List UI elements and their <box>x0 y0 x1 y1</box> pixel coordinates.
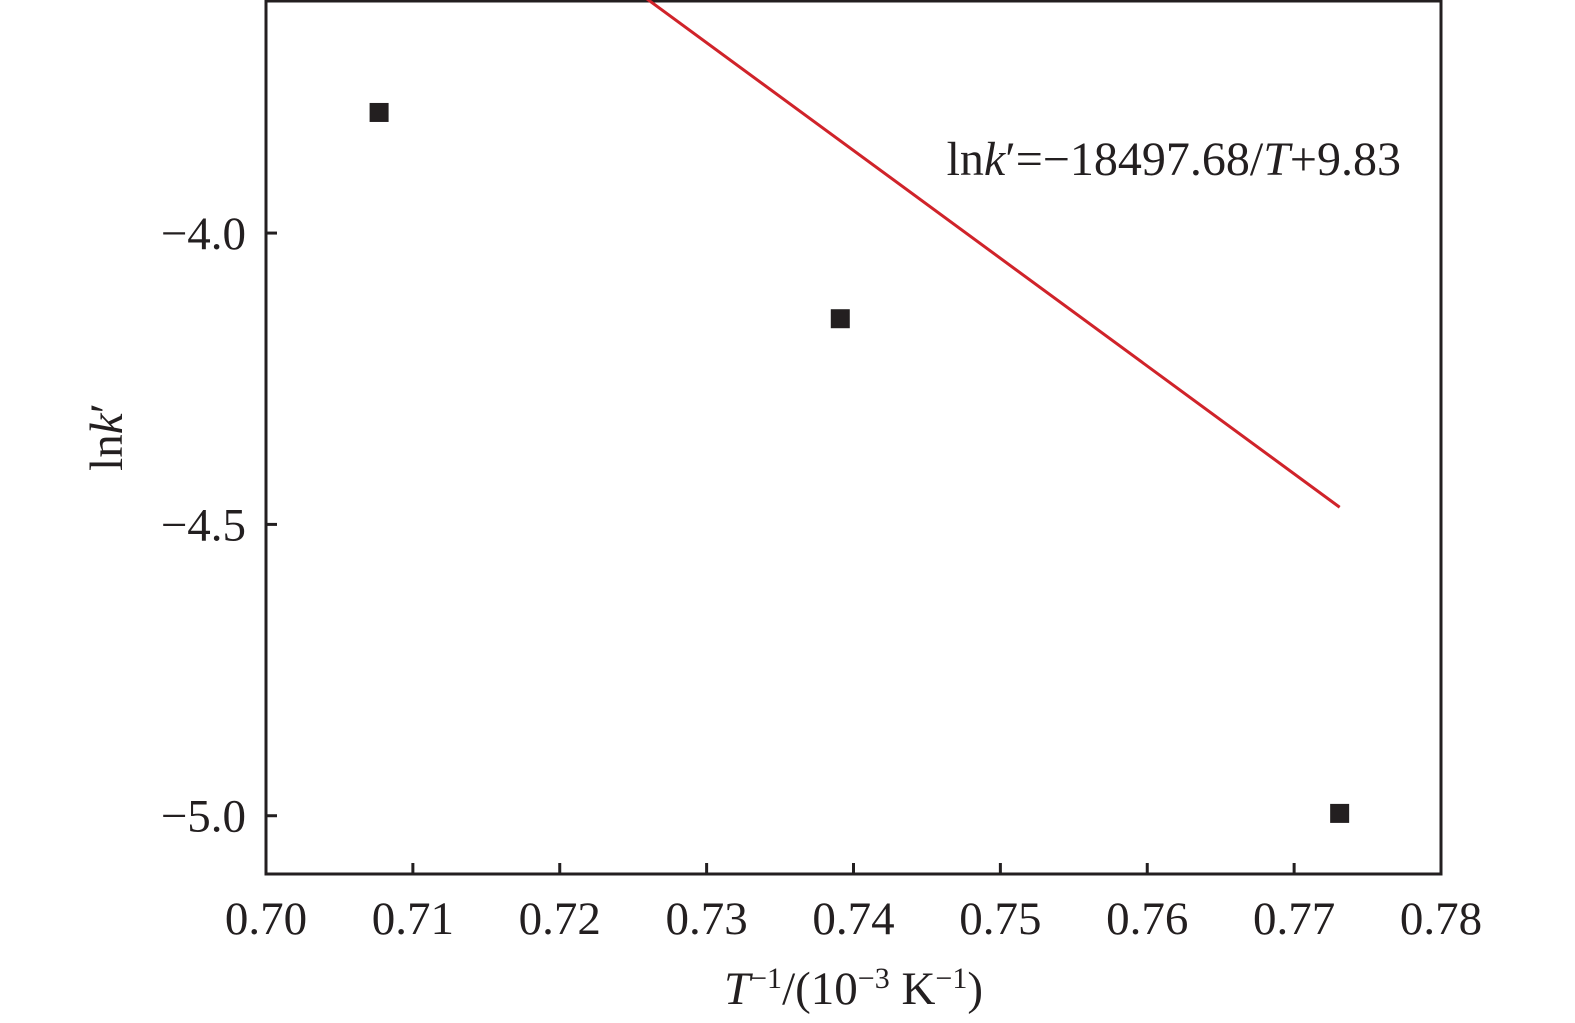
x-axis-ticks: 0.70 0.71 0.72 0.73 0.74 0.75 0.76 0.77 0.78 <box>225 863 1482 945</box>
x-tick-label: 0.76 <box>1106 893 1188 945</box>
plot-frame <box>264 0 1443 876</box>
y-tick-label: −4.5 <box>161 499 246 551</box>
data-points <box>369 102 1350 823</box>
y-tick-label: −5.0 <box>161 791 246 843</box>
annotation-equation: lnk′=−18497.68/T+9.83 <box>947 133 1401 186</box>
x-tick-label: 0.77 <box>1253 893 1335 945</box>
x-tick-label: 0.72 <box>519 893 601 945</box>
x-tick-label: 0.70 <box>225 893 307 945</box>
x-tick-label: 0.78 <box>1400 893 1482 945</box>
data-point <box>369 102 389 122</box>
x-tick-label: 0.74 <box>812 893 894 945</box>
x-tick-label: 0.71 <box>372 893 454 945</box>
data-point <box>1330 803 1350 823</box>
x-tick-label: 0.75 <box>959 893 1041 945</box>
y-axis-ticks: −4.0 −4.5 −5.0 <box>161 208 277 843</box>
fit-line <box>645 0 1341 509</box>
data-point <box>830 309 850 329</box>
x-tick-label: 0.73 <box>666 893 748 945</box>
plot-border <box>264 0 1443 876</box>
x-axis-label: T−1/(10−3 K−1) <box>724 962 983 1016</box>
fit-line-layer <box>645 0 1341 509</box>
y-tick-label: −4.0 <box>161 208 246 260</box>
y-axis-label: lnk′ <box>81 403 133 471</box>
